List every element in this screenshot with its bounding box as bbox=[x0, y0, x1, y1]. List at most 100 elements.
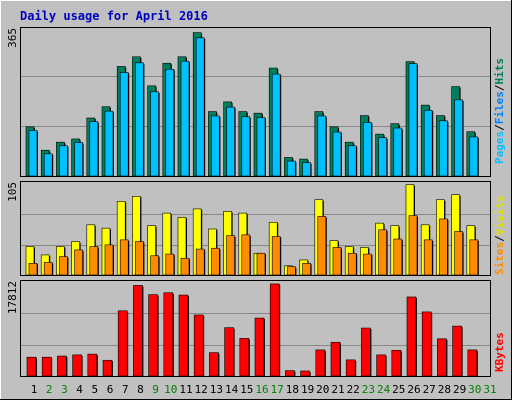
sites-bar bbox=[150, 255, 159, 276]
x-tick-label: 22 bbox=[347, 383, 360, 396]
sites-bar bbox=[454, 231, 463, 276]
files-bar bbox=[28, 130, 38, 177]
x-tick-label: 4 bbox=[76, 383, 83, 396]
sites-bar bbox=[74, 249, 83, 276]
sites-bar bbox=[135, 241, 144, 276]
files-bar bbox=[302, 162, 311, 177]
files-bar bbox=[89, 121, 99, 177]
files-bar bbox=[180, 60, 190, 177]
legend-hits-files-pages: Pages/Files/Hits bbox=[493, 58, 506, 164]
x-tick-label: 23 bbox=[362, 383, 375, 396]
sites-bar bbox=[119, 239, 129, 276]
files-bar bbox=[439, 120, 448, 177]
files-bar bbox=[317, 115, 327, 177]
x-tick-label: 3 bbox=[61, 383, 68, 396]
legend-visits: Visits bbox=[493, 196, 506, 236]
kbytes-bar bbox=[87, 353, 98, 377]
kbytes-bar bbox=[193, 314, 204, 377]
legend-kbytes: KBytes bbox=[493, 332, 506, 372]
x-tick-label: 5 bbox=[91, 383, 98, 396]
kbytes-bar bbox=[72, 354, 82, 377]
sites-bar bbox=[287, 266, 296, 276]
kbytes-bar bbox=[345, 359, 356, 377]
sites-bar bbox=[180, 257, 190, 276]
x-tick-label: 12 bbox=[195, 383, 208, 396]
x-tick-label: 27 bbox=[423, 383, 436, 396]
legend-pages: Pages bbox=[493, 131, 506, 164]
sites-bar bbox=[439, 218, 448, 276]
kbytes-bar bbox=[254, 317, 265, 377]
kbytes-bar bbox=[133, 285, 143, 377]
kbytes-bar bbox=[376, 354, 386, 377]
sites-bar bbox=[363, 253, 372, 276]
kbytes-bar bbox=[26, 356, 37, 377]
kbytes-bar bbox=[421, 311, 432, 377]
kbytes-bar bbox=[406, 296, 417, 377]
kbytes-bar bbox=[102, 359, 113, 377]
kbytes-bar bbox=[148, 294, 158, 377]
files-bar bbox=[104, 110, 114, 177]
x-tick-label: 30 bbox=[468, 383, 481, 396]
files-bar bbox=[378, 137, 387, 177]
legend-sep: / bbox=[493, 124, 506, 131]
sites-bar bbox=[317, 216, 327, 276]
x-tick-label: 24 bbox=[377, 383, 391, 396]
files-bar bbox=[408, 63, 418, 177]
kbytes-bar bbox=[452, 325, 462, 377]
kbytes-bar bbox=[300, 370, 310, 377]
files-bar bbox=[43, 153, 53, 177]
kbytes-bar bbox=[330, 341, 341, 377]
files-bar bbox=[150, 91, 159, 177]
x-tick-label: 20 bbox=[316, 383, 329, 396]
files-bar bbox=[469, 136, 479, 177]
kbytes-bar bbox=[41, 356, 52, 377]
kbytes-bar bbox=[467, 349, 478, 377]
kbytes-bar bbox=[224, 327, 234, 377]
sites-bar bbox=[469, 239, 479, 276]
kbytes-bar bbox=[57, 355, 67, 377]
kbytes-bar bbox=[117, 310, 128, 377]
x-tick-label: 8 bbox=[137, 383, 144, 396]
visits-ymax-label: 105 bbox=[6, 182, 19, 202]
x-tick-label: 21 bbox=[331, 383, 344, 396]
sites-bar bbox=[28, 262, 38, 276]
files-bar bbox=[393, 127, 403, 177]
files-bar bbox=[454, 99, 463, 177]
kbytes-bar bbox=[361, 327, 371, 377]
sites-bar bbox=[378, 229, 387, 276]
sites-bar bbox=[347, 252, 357, 276]
legend-sites-visits: Sites/Visits bbox=[493, 196, 506, 276]
bars bbox=[25, 32, 479, 377]
files-bar bbox=[423, 110, 433, 177]
files-bar bbox=[165, 68, 175, 177]
sites-bar bbox=[256, 252, 266, 276]
x-tick-label: 10 bbox=[164, 383, 177, 396]
files-bar bbox=[256, 117, 266, 177]
sites-bar bbox=[241, 234, 251, 276]
sites-bar bbox=[59, 256, 68, 276]
legend-sites: Sites bbox=[493, 242, 506, 275]
x-tick-label: 17 bbox=[271, 383, 284, 396]
files-bar bbox=[241, 116, 251, 177]
kbytes-bar bbox=[437, 338, 447, 377]
files-bar bbox=[271, 73, 281, 177]
x-tick-label: 25 bbox=[392, 383, 405, 396]
legend-sep: / bbox=[493, 84, 506, 91]
kbytes-bar bbox=[315, 349, 326, 377]
kbytes-bar bbox=[178, 294, 189, 377]
x-axis-labels: 1 2 3 4 5 6 7 8 9 10 11 12 13 14 15 16 17 18 19 20 21 22 23 24 2… bbox=[31, 383, 497, 396]
sites-bar bbox=[89, 246, 99, 276]
x-tick-label: 13 bbox=[210, 383, 223, 396]
sites-bar bbox=[211, 247, 220, 276]
kbytes-bar bbox=[269, 283, 280, 377]
x-tick-label: 16 bbox=[255, 383, 268, 396]
sites-bar bbox=[408, 215, 418, 276]
x-tick-label: 19 bbox=[301, 383, 314, 396]
x-tick-label: 31 bbox=[483, 383, 496, 396]
sites-bar bbox=[165, 253, 175, 276]
sites-bar bbox=[332, 247, 342, 276]
x-tick-label: 9 bbox=[152, 383, 159, 396]
hits-ymax-label: 365 bbox=[6, 28, 19, 48]
chart-title: Daily usage for April 2016 bbox=[20, 9, 208, 23]
